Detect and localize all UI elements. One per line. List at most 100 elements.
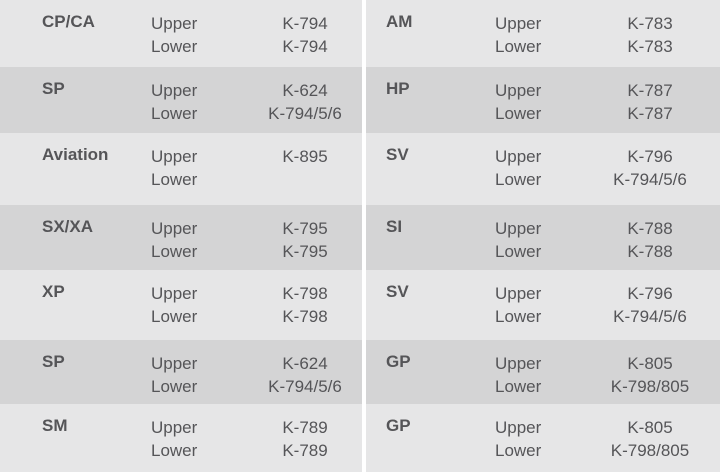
upper-code: K-798 [282, 284, 328, 303]
upper-code: K-624 [282, 354, 328, 373]
table-row: CP/CA Upper Lower K-794 K-794 [0, 0, 362, 67]
upper-code: K-795 [282, 219, 328, 238]
lower-code: K-787 [627, 104, 673, 123]
part-codes: K-787 K-787 [590, 79, 710, 125]
table-row: Aviation Upper Lower K-895 [0, 133, 362, 205]
table-row: SM Upper Lower K-789 K-789 [0, 404, 362, 472]
lower-code: K-794/5/6 [613, 170, 687, 189]
part-codes: K-805 K-798/805 [590, 416, 710, 462]
part-codes: K-805 K-798/805 [590, 352, 710, 398]
position-labels: Upper Lower [495, 145, 541, 191]
upper-code: K-796 [627, 284, 673, 303]
model-name: HP [386, 79, 410, 98]
model-name: SV [386, 145, 409, 164]
lower-code: K-783 [627, 37, 673, 56]
upper-label: Upper [495, 284, 542, 303]
upper-label: Upper [495, 219, 542, 238]
right-table: AM Upper Lower K-783 K-783 HP Upper Lower K-787 K… [366, 0, 720, 472]
position-labels: Upper Lower [151, 79, 197, 125]
lower-code: K-794 [282, 37, 328, 56]
model-name: XP [42, 282, 65, 301]
part-codes: K-624 K-794/5/6 [245, 79, 365, 125]
part-codes: K-624 K-794/5/6 [245, 352, 365, 398]
part-codes: K-796 K-794/5/6 [590, 145, 710, 191]
lower-label: Lower [151, 170, 198, 189]
position-labels: Upper Lower [495, 79, 541, 125]
table-row: XP Upper Lower K-798 K-798 [0, 270, 362, 340]
model-name: Aviation [42, 145, 109, 164]
lower-code: K-798 [282, 307, 328, 326]
lower-code: K-789 [282, 441, 328, 460]
upper-code: K-624 [282, 81, 328, 100]
upper-code: K-794 [282, 14, 328, 33]
lower-code: K-795 [282, 242, 328, 261]
upper-label: Upper [151, 418, 198, 437]
position-labels: Upper Lower [151, 217, 197, 263]
table-row: HP Upper Lower K-787 K-787 [366, 67, 720, 133]
model-name: SI [386, 217, 403, 236]
position-labels: Upper Lower [495, 217, 541, 263]
position-labels: Upper Lower [151, 12, 197, 58]
lower-label: Lower [151, 37, 198, 56]
lower-label: Lower [495, 242, 542, 261]
upper-label: Upper [151, 14, 198, 33]
upper-label: Upper [151, 354, 198, 373]
upper-code: K-783 [627, 14, 673, 33]
part-codes: K-796 K-794/5/6 [590, 282, 710, 328]
position-labels: Upper Lower [495, 352, 541, 398]
position-labels: Upper Lower [495, 12, 541, 58]
lower-code: K-798/805 [610, 441, 690, 460]
table-row: SP Upper Lower K-624 K-794/5/6 [0, 340, 362, 404]
table-row: AM Upper Lower K-783 K-783 [366, 0, 720, 67]
lower-label: Lower [151, 441, 198, 460]
lower-code: K-788 [627, 242, 673, 261]
upper-code: K-895 [282, 147, 328, 166]
lower-label: Lower [151, 377, 198, 396]
model-name: AM [386, 12, 413, 31]
upper-label: Upper [151, 284, 198, 303]
upper-code: K-805 [627, 418, 673, 437]
table-row: SV Upper Lower K-796 K-794/5/6 [366, 270, 720, 340]
upper-code: K-788 [627, 219, 673, 238]
lower-code: K-794/5/6 [613, 307, 687, 326]
model-name: SV [386, 282, 409, 301]
part-codes: K-795 K-795 [245, 217, 365, 263]
upper-label: Upper [495, 81, 542, 100]
upper-code: K-796 [627, 147, 673, 166]
upper-code: K-805 [627, 354, 673, 373]
model-name: SX/XA [42, 217, 94, 236]
lower-label: Lower [495, 170, 542, 189]
table-row: GP Upper Lower K-805 K-798/805 [366, 340, 720, 404]
model-name: SP [42, 79, 65, 98]
position-labels: Upper Lower [151, 145, 197, 191]
upper-label: Upper [495, 147, 542, 166]
left-table: CP/CA Upper Lower K-794 K-794 SP Upper Lower K-6… [0, 0, 362, 472]
model-name: SM [42, 416, 68, 435]
part-codes: K-794 K-794 [245, 12, 365, 58]
part-codes: K-788 K-788 [590, 217, 710, 263]
table-row: SX/XA Upper Lower K-795 K-795 [0, 205, 362, 270]
lower-label: Lower [495, 104, 542, 123]
lower-code: K-794/5/6 [268, 377, 342, 396]
position-labels: Upper Lower [151, 416, 197, 462]
upper-label: Upper [151, 219, 198, 238]
upper-code: K-789 [282, 418, 328, 437]
model-name: GP [386, 416, 411, 435]
model-name: SP [42, 352, 65, 371]
upper-label: Upper [495, 14, 542, 33]
table-row: SV Upper Lower K-796 K-794/5/6 [366, 133, 720, 205]
part-codes: K-789 K-789 [245, 416, 365, 462]
upper-label: Upper [495, 354, 542, 373]
part-codes: K-895 [245, 145, 365, 168]
part-codes: K-798 K-798 [245, 282, 365, 328]
lower-code: K-798/805 [610, 377, 690, 396]
lower-code: K-794/5/6 [268, 104, 342, 123]
lower-label: Lower [151, 242, 198, 261]
table-row: GP Upper Lower K-805 K-798/805 [366, 404, 720, 472]
position-labels: Upper Lower [495, 282, 541, 328]
model-name: CP/CA [42, 12, 95, 31]
position-labels: Upper Lower [151, 282, 197, 328]
upper-code: K-787 [627, 81, 673, 100]
part-codes: K-783 K-783 [590, 12, 710, 58]
lower-label: Lower [151, 307, 198, 326]
